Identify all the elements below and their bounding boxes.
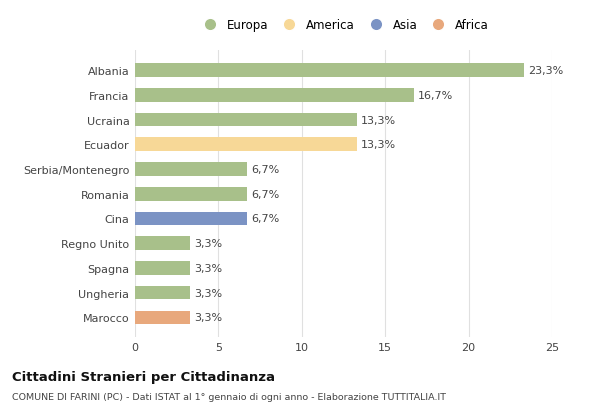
Bar: [135, 237, 190, 250]
Text: 13,3%: 13,3%: [361, 140, 396, 150]
Text: 3,3%: 3,3%: [194, 288, 223, 298]
Legend: Europa, America, Asia, Africa: Europa, America, Asia, Africa: [194, 14, 493, 36]
Bar: [135, 64, 524, 78]
Text: 6,7%: 6,7%: [251, 164, 279, 175]
Text: COMUNE DI FARINI (PC) - Dati ISTAT al 1° gennaio di ogni anno - Elaborazione TUT: COMUNE DI FARINI (PC) - Dati ISTAT al 1°…: [12, 392, 446, 401]
Bar: [135, 113, 357, 127]
Text: 6,7%: 6,7%: [251, 189, 279, 199]
Bar: [135, 138, 357, 152]
Bar: [135, 311, 190, 324]
Text: Cittadini Stranieri per Cittadinanza: Cittadini Stranieri per Cittadinanza: [12, 370, 275, 383]
Text: 3,3%: 3,3%: [194, 263, 223, 273]
Bar: [135, 163, 247, 176]
Text: 3,3%: 3,3%: [194, 312, 223, 323]
Text: 6,7%: 6,7%: [251, 214, 279, 224]
Text: 3,3%: 3,3%: [194, 238, 223, 249]
Bar: [135, 187, 247, 201]
Bar: [135, 89, 413, 102]
Bar: [135, 212, 247, 226]
Bar: [135, 286, 190, 300]
Text: 13,3%: 13,3%: [361, 115, 396, 125]
Text: 23,3%: 23,3%: [528, 66, 563, 76]
Text: 16,7%: 16,7%: [418, 91, 453, 101]
Bar: [135, 261, 190, 275]
